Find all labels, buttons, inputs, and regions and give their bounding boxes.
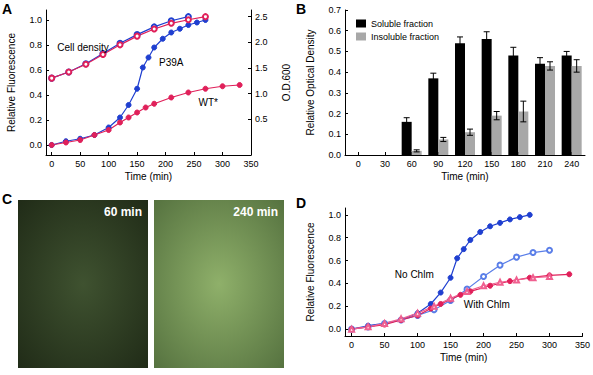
svg-text:0.4: 0.4 bbox=[328, 278, 341, 288]
svg-text:A: A bbox=[2, 1, 12, 17]
svg-text:0.3: 0.3 bbox=[328, 88, 341, 98]
svg-text:0: 0 bbox=[49, 159, 54, 169]
svg-text:0.6: 0.6 bbox=[328, 26, 341, 36]
svg-text:Relative Fluorescence: Relative Fluorescence bbox=[6, 33, 17, 132]
svg-text:Soluble fraction: Soluble fraction bbox=[371, 19, 433, 29]
svg-text:100: 100 bbox=[410, 340, 425, 350]
svg-text:50: 50 bbox=[380, 340, 390, 350]
svg-text:180: 180 bbox=[511, 159, 526, 169]
svg-text:300: 300 bbox=[542, 340, 557, 350]
svg-text:50: 50 bbox=[75, 159, 85, 169]
svg-text:2.0: 2.0 bbox=[255, 37, 268, 47]
svg-text:0.4: 0.4 bbox=[29, 90, 42, 100]
svg-text:0: 0 bbox=[356, 159, 361, 169]
svg-text:0.5: 0.5 bbox=[255, 114, 268, 124]
svg-text:0.2: 0.2 bbox=[328, 301, 341, 311]
svg-text:Relative Optical Density: Relative Optical Density bbox=[305, 29, 316, 135]
svg-text:100: 100 bbox=[101, 159, 116, 169]
svg-text:0.0: 0.0 bbox=[328, 150, 341, 160]
svg-text:0.7: 0.7 bbox=[328, 5, 341, 15]
svg-text:0.2: 0.2 bbox=[328, 109, 341, 119]
svg-text:C: C bbox=[2, 191, 12, 207]
svg-text:0.6: 0.6 bbox=[328, 256, 341, 266]
svg-text:0.6: 0.6 bbox=[29, 65, 42, 75]
svg-text:300: 300 bbox=[215, 159, 230, 169]
svg-text:Time (min): Time (min) bbox=[441, 171, 488, 182]
svg-text:0.1: 0.1 bbox=[328, 129, 341, 139]
svg-text:0.0: 0.0 bbox=[29, 140, 42, 150]
svg-text:0.0: 0.0 bbox=[328, 324, 341, 334]
svg-text:0: 0 bbox=[349, 340, 354, 350]
svg-text:350: 350 bbox=[243, 159, 258, 169]
svg-text:350: 350 bbox=[575, 340, 590, 350]
svg-text:150: 150 bbox=[130, 159, 145, 169]
svg-text:0.2: 0.2 bbox=[29, 115, 42, 125]
svg-text:0.4: 0.4 bbox=[328, 67, 341, 77]
svg-text:0.5: 0.5 bbox=[328, 46, 341, 56]
svg-text:1.5: 1.5 bbox=[255, 63, 268, 73]
svg-text:120: 120 bbox=[457, 159, 472, 169]
svg-text:Relative Fluorescence: Relative Fluorescence bbox=[305, 222, 316, 321]
svg-text:B: B bbox=[296, 1, 306, 17]
svg-text:P39A: P39A bbox=[159, 57, 184, 68]
svg-text:240: 240 bbox=[564, 159, 579, 169]
svg-text:150: 150 bbox=[484, 159, 499, 169]
svg-text:0.8: 0.8 bbox=[328, 233, 341, 243]
svg-text:1.0: 1.0 bbox=[29, 15, 42, 25]
svg-text:1.0: 1.0 bbox=[328, 210, 341, 220]
svg-text:Cell density: Cell density bbox=[57, 42, 109, 53]
svg-text:240 min: 240 min bbox=[233, 205, 278, 219]
svg-text:60: 60 bbox=[407, 159, 417, 169]
svg-text:1.0: 1.0 bbox=[255, 89, 268, 99]
svg-text:90: 90 bbox=[433, 159, 443, 169]
svg-text:Insoluble fraction: Insoluble fraction bbox=[371, 32, 439, 42]
svg-text:D: D bbox=[296, 195, 306, 211]
svg-text:200: 200 bbox=[158, 159, 173, 169]
svg-text:250: 250 bbox=[187, 159, 202, 169]
svg-text:2.5: 2.5 bbox=[255, 12, 268, 22]
svg-text:Time (min): Time (min) bbox=[125, 171, 172, 182]
svg-text:O.D.600: O.D.600 bbox=[281, 63, 292, 101]
svg-text:30: 30 bbox=[380, 159, 390, 169]
svg-text:WT*: WT* bbox=[199, 97, 219, 108]
svg-text:150: 150 bbox=[443, 340, 458, 350]
svg-text:200: 200 bbox=[476, 340, 491, 350]
svg-text:Time (min): Time (min) bbox=[440, 352, 487, 363]
svg-text:60 min: 60 min bbox=[104, 205, 142, 219]
svg-text:0.8: 0.8 bbox=[29, 40, 42, 50]
svg-text:No Chlm: No Chlm bbox=[395, 269, 434, 280]
svg-text:With Chlm: With Chlm bbox=[464, 299, 510, 310]
svg-text:210: 210 bbox=[537, 159, 552, 169]
svg-text:250: 250 bbox=[509, 340, 524, 350]
